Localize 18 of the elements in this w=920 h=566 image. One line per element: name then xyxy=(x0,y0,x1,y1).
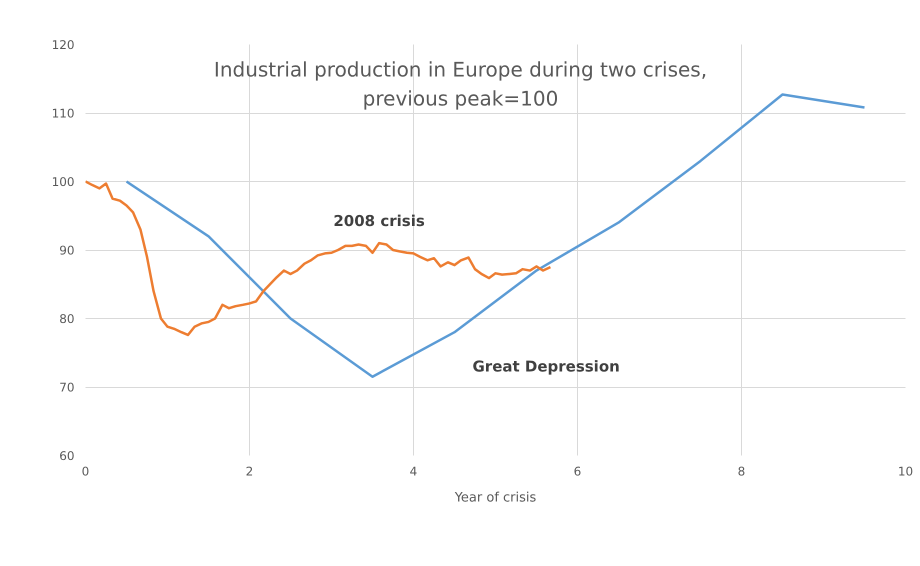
x-tick-label: 6 xyxy=(574,464,582,478)
line-series xyxy=(86,180,552,336)
x-tick-label: 8 xyxy=(738,464,746,478)
y-tick-label: 120 xyxy=(52,38,74,52)
y-tick-label: 110 xyxy=(52,106,74,120)
x-tick-label: 10 xyxy=(898,464,914,478)
x-tick-label: 0 xyxy=(82,464,90,478)
text: Great Depression xyxy=(472,358,620,376)
text: Industrial production in Europe during two crises, previous peak=100 xyxy=(214,58,708,110)
y-tick-label: 100 xyxy=(52,175,74,189)
y-tick-label: 80 xyxy=(59,312,75,326)
x-tick-label: 2 xyxy=(246,464,254,478)
y-tick-label: 90 xyxy=(59,244,75,258)
series-label: 2008 crisis xyxy=(333,212,425,230)
y-tick-label: 70 xyxy=(59,380,75,394)
y-tick-label: 60 xyxy=(59,449,75,463)
x-tick-label: 4 xyxy=(410,464,418,478)
x-axis-title: Year of crisis xyxy=(454,490,537,506)
